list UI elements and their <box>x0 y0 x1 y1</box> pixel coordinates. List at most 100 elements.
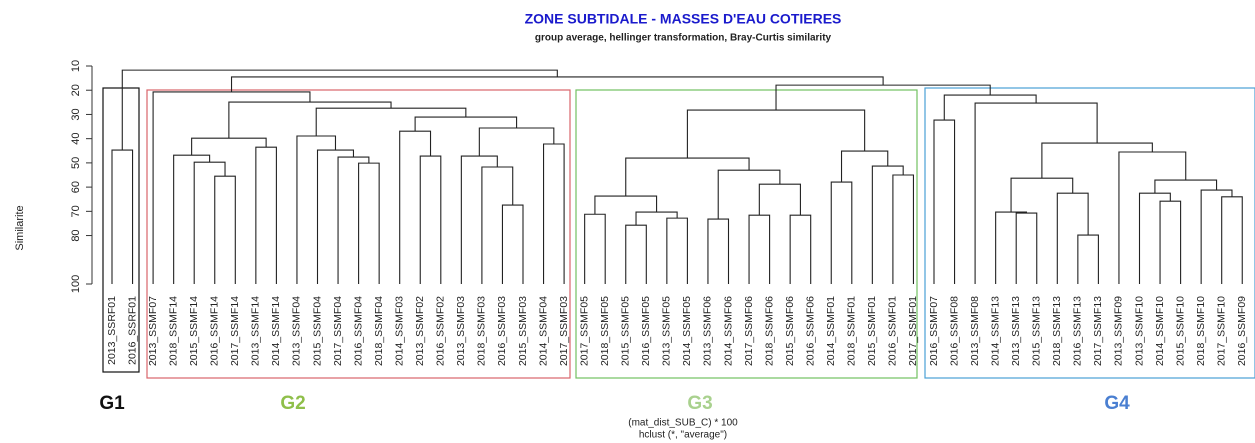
y-tick-label: 40 <box>70 133 82 145</box>
x-axis-label: hclust (*, "average") <box>639 430 727 441</box>
leaf-label: 2013_SSRF01 <box>106 296 118 365</box>
dendrogram-link <box>121 69 558 151</box>
leaf-label: 2015_SSMF14 <box>188 296 200 366</box>
leaf-label: 2017_SSMF14 <box>229 296 241 366</box>
dendrogram-link <box>543 143 565 284</box>
group-label: G2 <box>280 393 305 414</box>
dendrogram-link <box>1056 192 1089 284</box>
dendrogram-link <box>316 149 355 284</box>
leaf-label: 2016_SSMF02 <box>435 296 447 366</box>
y-tick-label: 80 <box>70 229 82 241</box>
dendrogram-link <box>943 94 1037 121</box>
dendrogram-link <box>1221 196 1243 284</box>
dendrogram-link <box>830 181 853 284</box>
dendrogram-link <box>625 157 750 197</box>
leaf-label: 2016_SSMF06 <box>804 296 816 366</box>
leaf-label: 2018_SSMF06 <box>763 296 775 366</box>
dendrogram-link <box>214 175 236 284</box>
dendrogram-link <box>995 211 1028 284</box>
leaf-label: 2014_SSMF01 <box>825 296 837 366</box>
leaf-label: 2018_SSMF05 <box>599 296 611 366</box>
dendrogram-link <box>193 161 226 284</box>
leaf-label: 2017_SSMF01 <box>907 296 919 366</box>
leaf-label: 2016_SSMF03 <box>496 296 508 366</box>
leaf-label: 2013_SSMF03 <box>455 296 467 366</box>
y-axis-label: Similarite <box>14 205 26 250</box>
leaf-label: 2013_SSMF02 <box>414 296 426 366</box>
dendrogram-link <box>584 213 606 284</box>
leaf-label: 2015_SSMF10 <box>1174 296 1186 366</box>
leaf-label: 2016_SSMF05 <box>640 296 652 366</box>
leaf-label: 2017_SSMF05 <box>578 296 590 366</box>
leaf-label: 2013_SSMF07 <box>147 296 159 366</box>
leaf-label: 2015_SSMF06 <box>784 296 796 366</box>
x-axis-label: (mat_dist_SUB_C) * 100 <box>628 418 738 429</box>
leaf-label: 2014_SSMF10 <box>1154 296 1166 366</box>
dendrogram-link <box>775 84 991 111</box>
leaf-label: 2013_SSMF04 <box>291 296 303 366</box>
group-label: G4 <box>1104 393 1130 414</box>
dendrogram-link <box>625 224 647 284</box>
dendrogram-link <box>717 169 781 220</box>
dendrogram-link <box>419 155 442 284</box>
leaf-label: 2014_SSMF03 <box>393 296 405 366</box>
dendrogram-link <box>1118 151 1187 284</box>
dendrogram-link <box>748 214 771 284</box>
dendrogram-link <box>892 174 914 284</box>
y-tick-label: 30 <box>70 108 82 120</box>
dendrogram-link <box>501 204 524 284</box>
dendrogram-link <box>478 127 555 157</box>
leaf-label: 2016_SSMF09 <box>1236 296 1248 366</box>
group-box <box>575 89 918 379</box>
dendrogram-link <box>707 218 730 284</box>
dendrogram-link <box>173 154 211 284</box>
dendrogram-link <box>296 135 337 284</box>
leaf-label: 2014_SSMF14 <box>270 296 282 366</box>
leaf-label: 2017_SSMF06 <box>743 296 755 366</box>
leaf-label: 2014_SSMF13 <box>989 296 1001 366</box>
dendrogram-link <box>1015 212 1038 284</box>
dendrogram-link <box>337 156 370 284</box>
dendrogram-link <box>315 107 467 137</box>
leaf-label: 2015_SSMF05 <box>620 296 632 366</box>
group-box <box>924 87 1255 379</box>
leaf-label: 2014_SSMF06 <box>722 296 734 366</box>
leaf-label: 2018_SSMF03 <box>476 296 488 366</box>
leaf-label: 2013_SSMF06 <box>702 296 714 366</box>
leaf-label: 2018_SSMF04 <box>373 296 385 366</box>
leaf-label: 2015_SSMF13 <box>1031 296 1043 366</box>
dendrogram-link <box>228 101 392 139</box>
dendrogram-link <box>481 166 514 284</box>
leaf-label: 2013_SSMF05 <box>661 296 673 366</box>
dendrogram-link <box>1154 179 1218 194</box>
dendrogram-link <box>666 217 688 284</box>
leaf-label: 2017_SSMF13 <box>1092 296 1104 366</box>
leaf-label: 2016_SSMF04 <box>352 296 364 366</box>
leaf-label: 2018_SSMF14 <box>167 296 179 366</box>
dendrogram-link <box>933 119 956 284</box>
leaf-label: 2018_SSMF01 <box>846 296 858 366</box>
leaf-label: 2018_SSMF13 <box>1051 296 1063 366</box>
dendrogram-link <box>152 91 311 284</box>
chart-subtitle: group average, hellinger transformation,… <box>535 33 832 44</box>
dendrogram-link <box>414 116 518 132</box>
dendrogram-link <box>111 149 134 284</box>
group-label: G1 <box>99 393 125 414</box>
dendrogram-link <box>1041 142 1153 179</box>
leaf-label: 2015_SSMF03 <box>517 296 529 366</box>
group-box <box>146 89 571 379</box>
y-tick-label: 50 <box>70 157 82 169</box>
group-box <box>102 87 140 373</box>
dendrogram-link <box>191 137 267 156</box>
dendrogram-link <box>871 165 904 284</box>
leaf-label: 2013_SSMF08 <box>969 296 981 366</box>
dendrogram-link <box>460 155 498 284</box>
dendrogram-link <box>399 130 432 284</box>
leaf-label: 2016_SSMF08 <box>948 296 960 366</box>
leaf-label: 2015_SSMF01 <box>866 296 878 366</box>
dendrogram-link <box>789 214 812 284</box>
leaf-label: 2013_SSMF09 <box>1113 296 1125 366</box>
leaf-label: 2014_SSMF05 <box>681 296 693 366</box>
y-tick-label: 100 <box>70 275 82 293</box>
